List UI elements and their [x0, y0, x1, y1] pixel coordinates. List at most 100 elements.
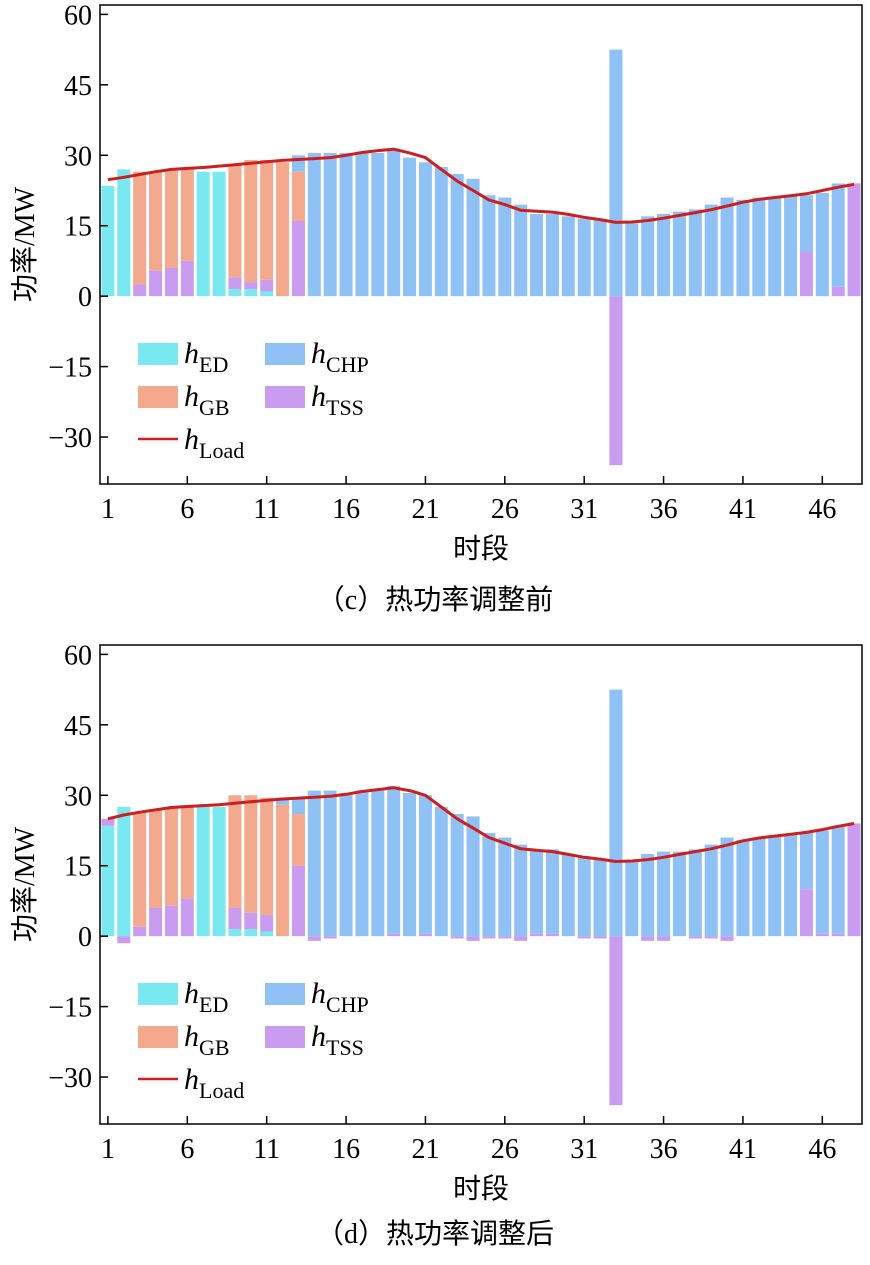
bar-hCHP-42: [752, 197, 766, 297]
bar-hCHP-22: [434, 807, 448, 937]
bar-hCHP-19: [387, 785, 401, 934]
bar-hTSS-13: [291, 221, 305, 297]
y-axis-label: 功率/MW: [9, 826, 41, 942]
bar-hCHP-12: [276, 797, 290, 805]
bar-hCHP-31: [577, 218, 591, 297]
bar-hCHP-27: [514, 204, 528, 297]
legend-label-hED: hED: [184, 337, 228, 377]
bar-hTSS-3: [133, 284, 147, 297]
bar-hTSS-47: [831, 286, 845, 297]
y-tick-label: 15: [64, 212, 92, 243]
bar-hCHP-22: [434, 167, 448, 297]
y-tick-label: 30: [64, 141, 92, 172]
bar-hCHP-38: [688, 849, 702, 937]
legend-swatch-hGB: [138, 1026, 178, 1048]
bar-hCHP-37: [672, 851, 686, 937]
legend-label-hGB: hGB: [184, 380, 230, 420]
bar-hTSS-4: [149, 270, 163, 297]
bar-hCHP-31: [577, 856, 591, 937]
bar-hTSS-2: [117, 936, 131, 944]
bar-hTSS-35: [641, 936, 655, 941]
bar-hTSS-28: [530, 933, 544, 937]
bar-hCHP-18: [371, 790, 385, 937]
legend-label-sub: Load: [199, 1078, 244, 1103]
plot-frame: [99, 644, 863, 1125]
legend-label-sub: ED: [199, 352, 228, 377]
bar-hCHP-28: [530, 849, 544, 934]
x-tick-label: 46: [808, 494, 836, 525]
x-tick-label: 46: [808, 1134, 836, 1165]
bar-hCHP-33: [609, 689, 623, 937]
legend-label-hED: hED: [184, 977, 228, 1017]
bar-hCHP-18: [371, 152, 385, 297]
bar-hTSS-27: [514, 936, 528, 941]
bar-hTSS-3: [133, 926, 147, 937]
bar-hCHP-26: [498, 197, 512, 297]
bar-hCHP-28: [530, 213, 544, 297]
bar-hTSS-13: [291, 865, 305, 937]
chart-panel-c: 60 45 30 15 0 −15 −30 1 6 11 16 21 26 31 36 41 46 时段 功率/MW…: [0, 0, 870, 625]
bar-hCHP-19: [387, 150, 401, 297]
bar-hTSS-6: [180, 898, 194, 937]
legend-swatch-hCHP: [265, 343, 305, 365]
bar-hTSS-5: [164, 267, 178, 297]
bar-hTSS-39: [704, 936, 718, 939]
bar-hCHP-35: [641, 853, 655, 937]
legend-label-sub: ED: [199, 992, 228, 1017]
y-tick-label: −30: [48, 423, 92, 454]
legend-label-hGB: hGB: [184, 1020, 230, 1060]
bar-hCHP-46: [815, 192, 829, 297]
x-axis-label: 时段: [453, 1173, 509, 1205]
bar-hGB-5: [164, 169, 178, 268]
bar-hCHP-16: [339, 792, 353, 937]
legend-label-sub: GB: [199, 395, 230, 420]
bar-hGB-12: [276, 804, 290, 937]
x-tick-label: 16: [332, 494, 360, 525]
bar-hCHP-30: [561, 216, 575, 297]
bar-hCHP-24: [466, 816, 480, 937]
y-tick-label: 15: [64, 852, 92, 883]
bar-hCHP-43: [768, 197, 782, 297]
bar-hED-11: [260, 291, 274, 297]
legend-swatch-hTSS: [265, 1026, 305, 1048]
bar-hED-7: [196, 171, 210, 297]
bar-hTSS-1: [101, 818, 115, 826]
bar-hCHP-14: [307, 152, 321, 297]
bar-hGB-3: [133, 171, 147, 285]
bar-hTSS-26: [498, 936, 512, 939]
bar-hTSS-45: [799, 889, 813, 937]
legend-label-main: h: [184, 423, 199, 456]
bar-hCHP-21: [418, 162, 432, 297]
bar-hCHP-21: [418, 795, 432, 934]
bar-hCHP-46: [815, 830, 829, 934]
x-tick-label: 11: [253, 1134, 280, 1165]
bar-hED-8: [212, 807, 226, 937]
bar-hCHP-43: [768, 835, 782, 937]
y-tick-label: −30: [48, 1063, 92, 1094]
bar-hCHP-20: [403, 792, 417, 937]
legend-label-sub: GB: [199, 1035, 230, 1060]
bar-hGB-6: [180, 169, 194, 261]
bar-hCHP-32: [593, 218, 607, 297]
x-tick-label: 36: [650, 1134, 678, 1165]
y-tick-label: 60: [64, 0, 92, 31]
x-tick-label: 26: [491, 1134, 519, 1165]
bar-hCHP-35: [641, 216, 655, 297]
bar-hED-11: [260, 931, 274, 937]
bar-hCHP-34: [625, 223, 639, 297]
bar-hTSS-36: [657, 936, 671, 941]
bar-hCHP-44: [784, 195, 798, 297]
x-tick-label: 1: [101, 1134, 115, 1165]
x-tick-label: 6: [180, 494, 194, 525]
x-axis-label: 时段: [453, 533, 509, 565]
bar-hCHP-29: [545, 213, 559, 297]
legend-label-sub: CHP: [326, 992, 369, 1017]
bar-hTSS-19: [387, 933, 401, 937]
bar-hTSS-33: [609, 296, 623, 466]
bar-hCHP-27: [514, 844, 528, 937]
bar-hTSS-46: [815, 933, 829, 937]
bar-hCHP-25: [482, 195, 496, 297]
legend-label-main: h: [311, 380, 326, 413]
